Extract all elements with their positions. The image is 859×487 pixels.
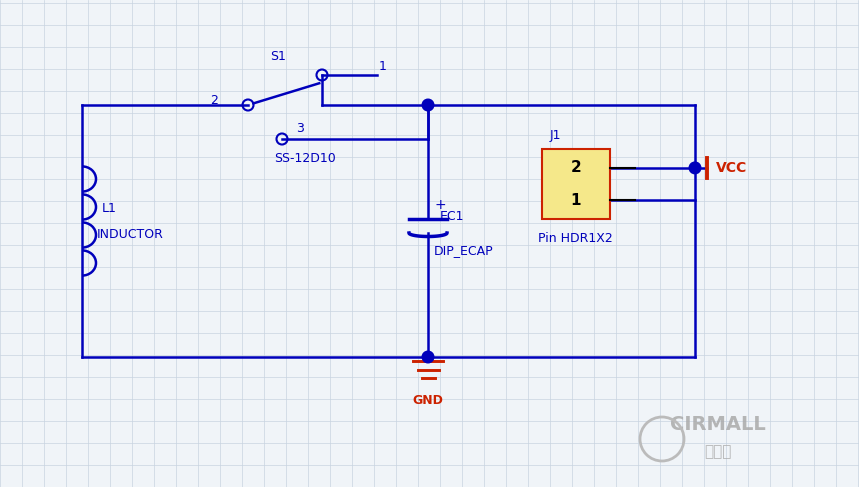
Circle shape (689, 162, 701, 174)
Text: VCC: VCC (716, 161, 747, 175)
Text: CIRMALL: CIRMALL (670, 415, 766, 434)
Text: GND: GND (412, 394, 443, 408)
Text: J1: J1 (550, 129, 562, 142)
Text: 2: 2 (210, 94, 218, 107)
Text: 1: 1 (570, 192, 582, 207)
Text: DIP_ECAP: DIP_ECAP (434, 244, 494, 258)
Text: S1: S1 (270, 51, 286, 63)
Text: 1: 1 (379, 60, 387, 74)
Circle shape (423, 99, 434, 111)
Text: INDUCTOR: INDUCTOR (97, 228, 164, 242)
Text: 2: 2 (570, 160, 582, 175)
Text: EC1: EC1 (440, 209, 465, 223)
Text: SS-12D10: SS-12D10 (274, 152, 336, 166)
Text: L1: L1 (102, 203, 117, 216)
Circle shape (423, 351, 434, 363)
Bar (542, 149, 610, 219)
Text: Pin HDR1X2: Pin HDR1X2 (538, 232, 612, 245)
Text: 3: 3 (296, 123, 304, 135)
Text: +: + (434, 198, 446, 212)
Text: 电路城: 电路城 (704, 445, 732, 460)
